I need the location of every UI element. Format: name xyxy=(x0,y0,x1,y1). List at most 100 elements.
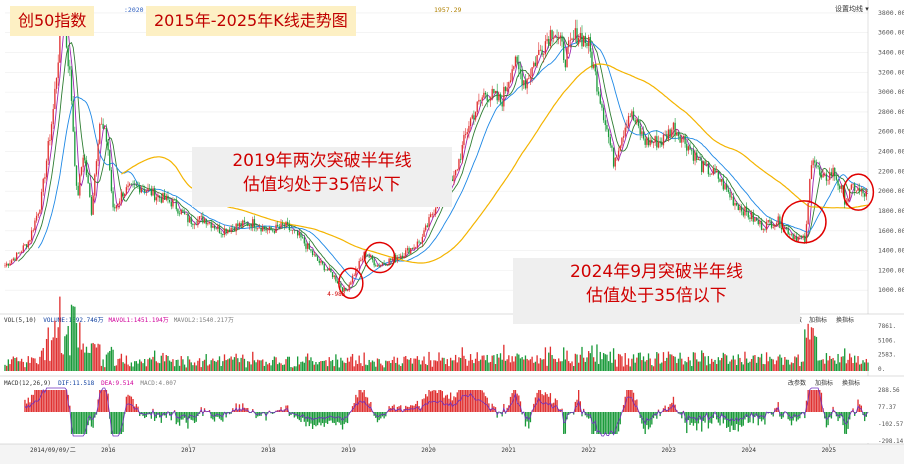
candle-body xyxy=(762,228,764,230)
volume-bar xyxy=(548,352,550,371)
volume-bar xyxy=(207,365,209,371)
volume-bar xyxy=(331,359,334,371)
candle-body xyxy=(459,159,462,160)
volume-bar xyxy=(579,354,581,371)
volume-bar xyxy=(102,359,104,371)
macd-legend-1: DIF:11.518 xyxy=(58,380,95,387)
candle-body xyxy=(250,224,252,228)
volume-bar xyxy=(277,364,279,371)
volume-bar xyxy=(217,360,219,371)
volume-bar xyxy=(250,364,252,371)
volume-tick-label: 7861. xyxy=(878,323,896,330)
candle-body xyxy=(333,275,335,278)
volume-bar xyxy=(506,359,508,371)
volume-bar xyxy=(498,357,500,371)
candle-body xyxy=(602,107,605,121)
volume-bar xyxy=(65,334,68,371)
volume-bar xyxy=(824,363,826,371)
volume-bar xyxy=(755,362,758,371)
candle-body xyxy=(262,226,264,232)
candle-body xyxy=(847,198,849,202)
candle-body xyxy=(809,179,811,203)
volume-bar xyxy=(559,361,562,371)
volume-bar xyxy=(556,361,558,371)
volume-bar xyxy=(270,365,272,371)
candle-body xyxy=(112,191,114,208)
volume-bar xyxy=(215,361,217,371)
candle-body xyxy=(812,160,814,166)
candle-body xyxy=(421,236,424,244)
candle-body xyxy=(493,88,495,93)
volume-bar xyxy=(571,361,573,371)
candle-body xyxy=(428,217,430,227)
volume-bar xyxy=(10,359,13,371)
breakout-circle xyxy=(781,200,827,244)
candle-body xyxy=(385,263,387,266)
volume-bar xyxy=(634,362,636,371)
volume-bar xyxy=(405,355,407,371)
volume-bar xyxy=(454,354,457,371)
macd-button-1[interactable]: 加指标 xyxy=(815,379,833,387)
candle-body xyxy=(50,124,53,140)
volume-bar xyxy=(84,352,86,371)
candle-body xyxy=(822,174,824,178)
candle-body xyxy=(77,185,79,196)
volume-bar xyxy=(99,344,101,371)
volume-bar xyxy=(589,353,591,371)
volume-bar xyxy=(240,357,242,371)
candle-body xyxy=(794,236,796,240)
candle-body xyxy=(54,88,56,110)
macd-bar xyxy=(814,390,816,412)
volume-button-1[interactable]: 加指标 xyxy=(809,316,827,324)
candle-body xyxy=(175,200,177,210)
macd-bar xyxy=(473,390,475,412)
volume-bar xyxy=(797,354,799,371)
volume-bar xyxy=(785,359,788,371)
candle-body xyxy=(765,221,768,230)
candle-body xyxy=(508,82,510,88)
time-tick-label: 2024 xyxy=(742,447,757,454)
candle-body xyxy=(67,47,69,67)
volume-bar xyxy=(578,362,580,371)
candle-body xyxy=(692,150,695,161)
macd-bar xyxy=(435,390,437,412)
candle-body xyxy=(686,143,688,151)
volume-bar xyxy=(57,327,59,371)
candle-body xyxy=(233,227,236,232)
volume-bar xyxy=(52,337,54,371)
volume-bar xyxy=(20,358,23,371)
macd-bar xyxy=(471,390,473,412)
volume-bar xyxy=(656,352,658,371)
candle-body xyxy=(70,69,73,101)
volume-bar xyxy=(59,296,61,371)
volume-bar xyxy=(348,361,350,371)
volume-bar xyxy=(62,354,64,371)
macd-button-0[interactable]: 改参数 xyxy=(788,379,806,387)
volume-bar xyxy=(714,359,716,371)
volume-bar xyxy=(273,356,276,371)
macd-bar xyxy=(444,395,447,412)
volume-bar xyxy=(27,356,29,371)
candle-body xyxy=(336,281,339,284)
candle-body xyxy=(147,188,149,191)
macd-button-2[interactable]: 换指标 xyxy=(842,379,860,387)
candle-body xyxy=(346,290,349,291)
volume-bar xyxy=(119,358,121,371)
breakout-circle xyxy=(842,173,875,211)
candle-body xyxy=(579,33,581,38)
macd-bar xyxy=(42,390,44,412)
volume-bar xyxy=(762,363,764,371)
volume-bar xyxy=(677,358,680,371)
candle-body xyxy=(536,55,538,67)
candle-body xyxy=(247,222,249,227)
volume-bar xyxy=(301,361,304,371)
ma-settings-button[interactable]: 设置均线 ▾ xyxy=(835,5,869,13)
candle-body xyxy=(107,141,109,151)
volume-bar xyxy=(375,366,377,371)
candle-body xyxy=(804,235,806,243)
candle-body xyxy=(172,199,174,207)
volume-bar xyxy=(150,359,152,371)
volume-bar xyxy=(852,362,854,371)
candle-body xyxy=(19,252,21,254)
volume-button-2[interactable]: 换指标 xyxy=(836,316,854,324)
